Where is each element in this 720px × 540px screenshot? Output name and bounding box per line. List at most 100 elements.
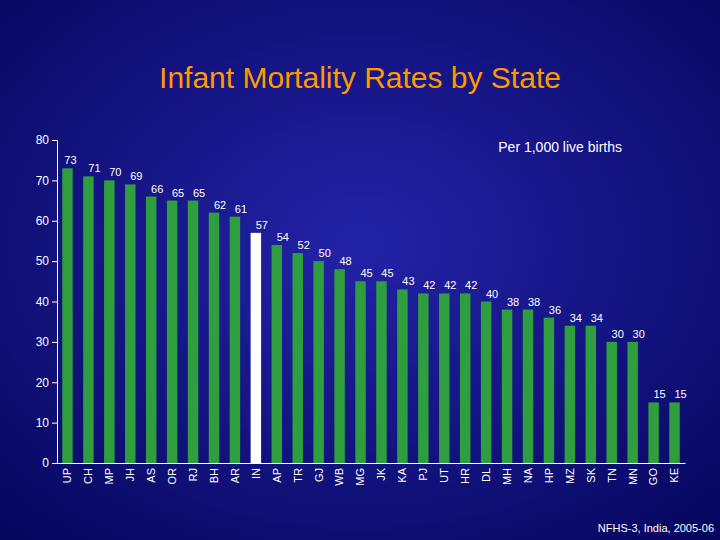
bar: [439, 293, 449, 463]
x-tick-label: PJ: [417, 468, 429, 481]
x-tick-label: GO: [647, 468, 659, 486]
data-label: 61: [235, 203, 247, 215]
x-tick-label: CH: [82, 468, 94, 484]
x-tick-label: SK: [585, 467, 597, 482]
data-label: 70: [109, 166, 121, 178]
source: NFHS-3, India, 2005-06: [598, 522, 714, 534]
data-label: 15: [674, 388, 686, 400]
bar: [481, 302, 491, 464]
y-tick-mark: [52, 302, 57, 303]
y-tick-label: 80: [36, 133, 50, 147]
x-tick-label: KA: [396, 467, 408, 482]
x-tick-label: AR: [229, 468, 241, 483]
x-tick: KE: [668, 463, 680, 483]
bar: [502, 310, 512, 463]
bar: [125, 184, 135, 463]
y-tick-mark: [52, 261, 57, 262]
plot: 0102030405060708073717069666565626157545…: [36, 133, 687, 485]
data-labels: 7371706966656562615754525048454543424242…: [64, 154, 686, 400]
x-tick: SK: [585, 463, 597, 483]
data-label: 42: [423, 279, 435, 291]
y-tick: 20: [36, 376, 57, 390]
bar: [355, 281, 365, 463]
bar: [104, 180, 114, 463]
data-label: 45: [381, 267, 393, 279]
bar: [607, 342, 617, 463]
y-tick: 10: [36, 416, 57, 430]
x-tick: HP: [543, 463, 555, 483]
x-tick: BH: [208, 463, 220, 483]
data-label: 65: [172, 187, 184, 199]
y-tick-mark: [52, 423, 57, 424]
data-label: 66: [151, 183, 163, 195]
data-label: 34: [591, 312, 603, 324]
x-tick: UT: [438, 463, 450, 483]
y-tick-mark: [52, 382, 57, 383]
x-tick: UP: [61, 463, 73, 483]
y-tick-label: 0: [42, 456, 49, 470]
data-label: 40: [486, 288, 498, 300]
y-axis: 01020304050607080: [36, 133, 58, 470]
data-label: 15: [653, 388, 665, 400]
data-label: 65: [193, 187, 205, 199]
x-tick-label: TN: [606, 468, 618, 483]
x-tick: MN: [627, 463, 639, 485]
x-tick: CH: [82, 463, 94, 484]
data-label: 34: [570, 312, 582, 324]
data-label: 71: [88, 162, 100, 174]
chart: Infant Mortality Rates by State010203040…: [0, 0, 720, 540]
y-tick-label: 20: [36, 376, 50, 390]
y-tick-label: 50: [36, 254, 50, 268]
x-tick-label: IN: [250, 468, 262, 479]
bar: [188, 201, 198, 463]
data-label: 38: [507, 296, 519, 308]
data-label: 57: [256, 219, 268, 231]
bar: [83, 176, 93, 463]
data-label: 73: [64, 154, 76, 166]
y-tick-label: 30: [36, 335, 50, 349]
x-tick: DL: [480, 463, 492, 482]
data-label: 43: [402, 275, 414, 287]
data-label: 30: [612, 328, 624, 340]
x-tick: GJ: [313, 463, 325, 482]
x-tick-label: MG: [354, 468, 366, 486]
x-tick: TR: [292, 463, 304, 483]
y-tick-label: 70: [36, 174, 50, 188]
x-tick: MP: [103, 463, 115, 485]
bar: [523, 310, 533, 463]
background: [0, 0, 720, 540]
y-tick: 50: [36, 254, 57, 268]
bar: [230, 217, 240, 463]
bar: [167, 201, 177, 463]
y-tick: 70: [36, 174, 57, 188]
x-tick-label: HR: [459, 468, 471, 484]
x-tick: JK: [375, 463, 387, 481]
bar: [272, 245, 282, 463]
bars: [62, 168, 680, 463]
x-tick-label: HP: [543, 468, 555, 483]
data-label: 30: [633, 328, 645, 340]
x-tick: RJ: [187, 463, 199, 481]
x-axis: UPCHMPJHASORRJBHARINAPTRGJWBMGJKKAPJUTHR…: [58, 463, 686, 486]
data-label: 52: [298, 239, 310, 251]
x-tick: WB: [333, 463, 345, 486]
data-label: 48: [339, 255, 351, 267]
data-label: 62: [214, 199, 226, 211]
bar: [418, 293, 428, 463]
bar: [397, 289, 407, 463]
x-tick-label: JH: [124, 468, 136, 482]
data-label: 42: [444, 279, 456, 291]
x-tick-label: UT: [438, 468, 450, 483]
bar: [376, 281, 386, 463]
x-tick-label: UP: [61, 468, 73, 483]
x-tick: MG: [354, 463, 366, 486]
bar: [334, 269, 344, 463]
bar: [209, 213, 219, 463]
y-tick-mark: [52, 180, 57, 181]
y-tick-label: 40: [36, 295, 50, 309]
y-axis-line: [52, 141, 58, 464]
x-tick: GO: [647, 463, 659, 485]
x-tick-label: MP: [103, 468, 115, 485]
x-tick-label: AS: [145, 468, 157, 483]
y-tick-label: 10: [36, 416, 50, 430]
